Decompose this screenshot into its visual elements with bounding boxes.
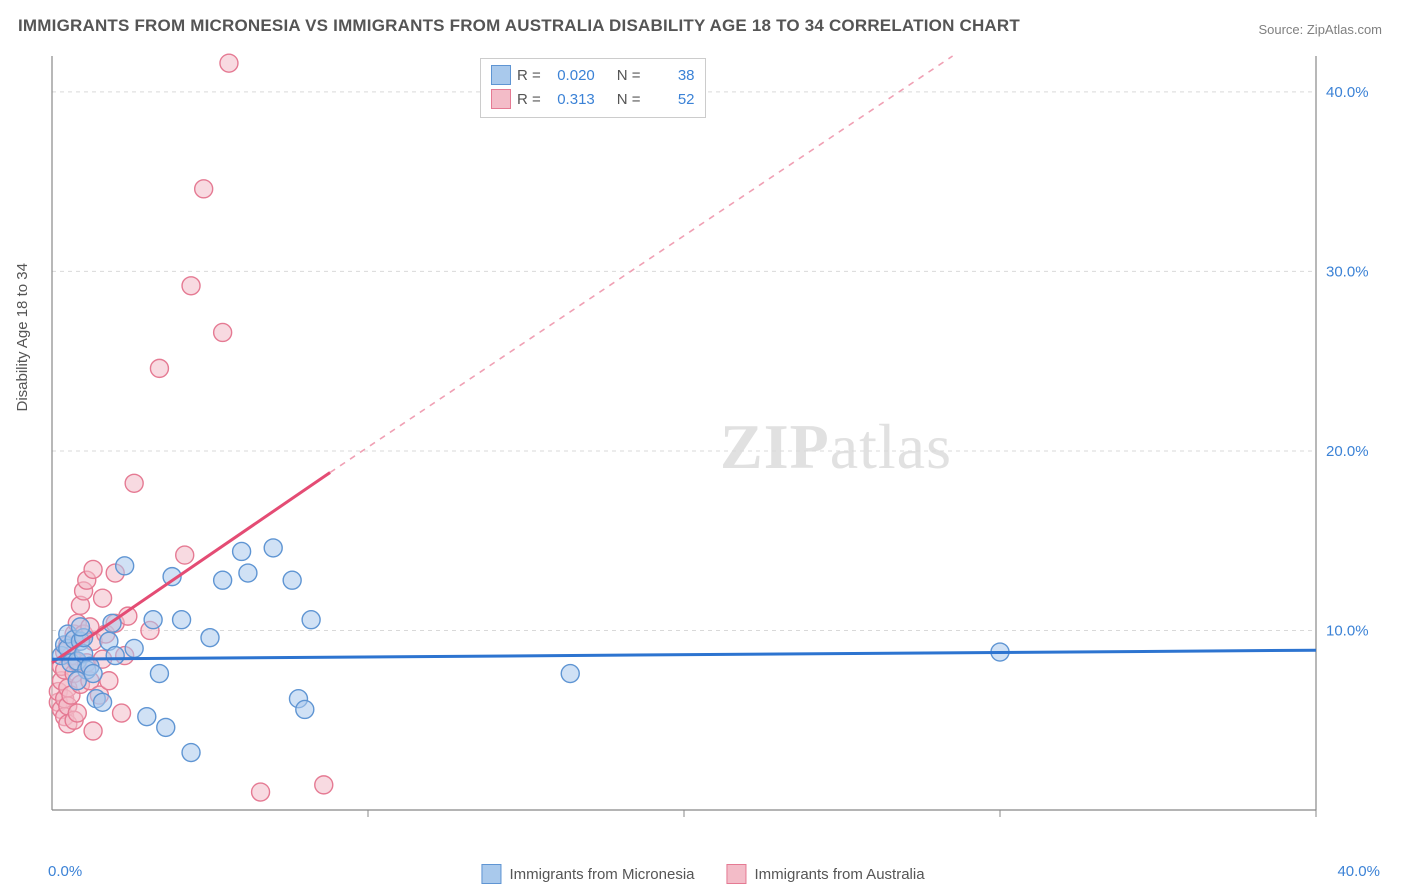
- correlation-legend: R = 0.020 N = 38 R = 0.313 N = 52: [480, 58, 706, 118]
- x-axis-min-label: 0.0%: [48, 863, 82, 880]
- svg-text:40.0%: 40.0%: [1326, 84, 1369, 101]
- scatter-chart: 10.0% 20.0% 30.0% 40.0%: [48, 52, 1378, 836]
- y-axis-label: Disability Age 18 to 34: [14, 263, 31, 411]
- r-label: R =: [517, 67, 541, 84]
- n-label: N =: [617, 67, 641, 84]
- swatch-series1: [491, 65, 511, 85]
- r-value: 0.313: [547, 91, 595, 108]
- legend-label: Immigrants from Australia: [755, 866, 925, 883]
- r-value: 0.020: [547, 67, 595, 84]
- legend-item-series2: Immigrants from Australia: [727, 864, 925, 884]
- n-label: N =: [617, 91, 641, 108]
- legend-item-series1: Immigrants from Micronesia: [481, 864, 694, 884]
- swatch-series2: [727, 864, 747, 884]
- series-legend: Immigrants from Micronesia Immigrants fr…: [481, 864, 924, 884]
- svg-text:20.0%: 20.0%: [1326, 443, 1369, 460]
- n-value: 38: [647, 67, 695, 84]
- swatch-series2: [491, 89, 511, 109]
- swatch-series1: [481, 864, 501, 884]
- chart-title: IMMIGRANTS FROM MICRONESIA VS IMMIGRANTS…: [18, 16, 1020, 36]
- source-attribution: Source: ZipAtlas.com: [1258, 22, 1382, 37]
- r-label: R =: [517, 91, 541, 108]
- x-axis-max-label: 40.0%: [1337, 863, 1380, 880]
- legend-row-series1: R = 0.020 N = 38: [491, 63, 695, 87]
- n-value: 52: [647, 91, 695, 108]
- svg-text:10.0%: 10.0%: [1326, 622, 1369, 639]
- legend-row-series2: R = 0.313 N = 52: [491, 87, 695, 111]
- legend-label: Immigrants from Micronesia: [509, 866, 694, 883]
- svg-text:30.0%: 30.0%: [1326, 263, 1369, 280]
